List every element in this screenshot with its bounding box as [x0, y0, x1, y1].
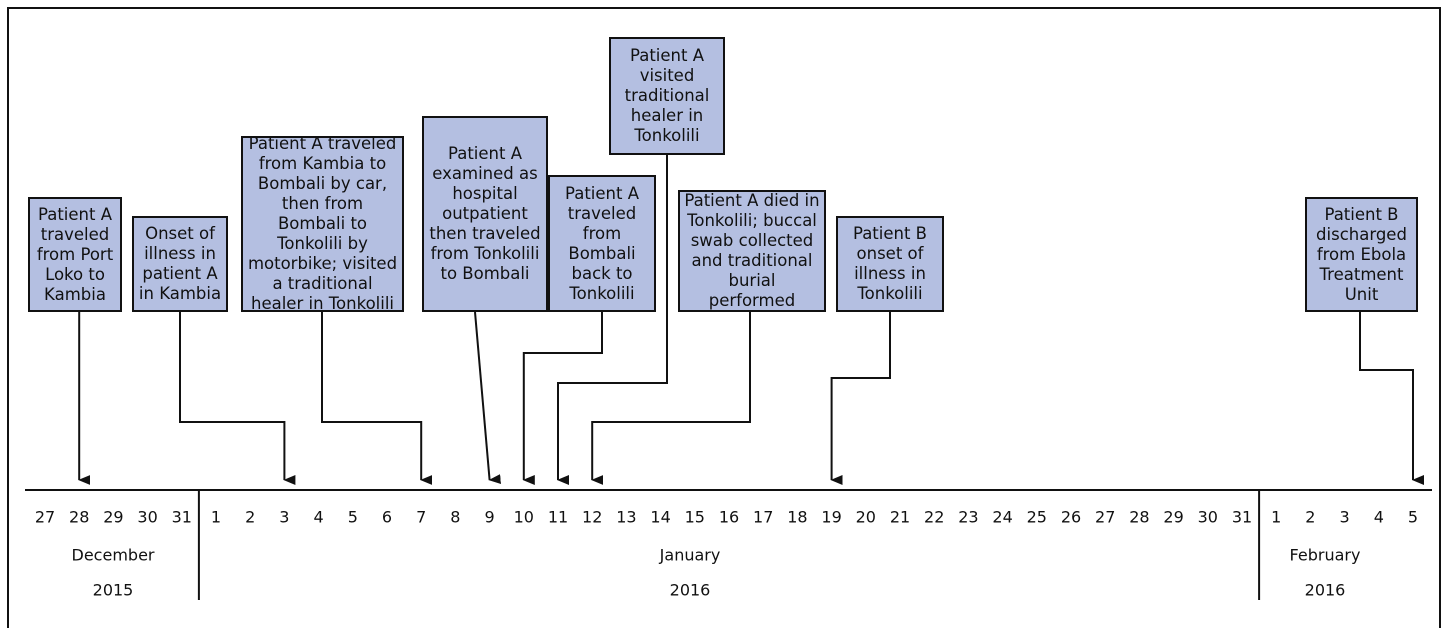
- year-label: 2016: [1305, 581, 1346, 600]
- day-label: 21: [890, 508, 910, 527]
- arrow: [522, 312, 603, 485]
- day-label: 11: [548, 508, 568, 527]
- arrow: [591, 312, 751, 485]
- day-label: 29: [1163, 508, 1183, 527]
- year-label: 2015: [93, 581, 134, 600]
- day-label: 17: [753, 508, 773, 527]
- day-label: 28: [69, 508, 89, 527]
- day-label: 19: [821, 508, 841, 527]
- day-label: 31: [172, 508, 192, 527]
- arrow: [321, 312, 433, 485]
- event-box: Patient A visited traditional healer in …: [609, 37, 725, 155]
- event-box: Patient A traveled from Kambia to Bombal…: [241, 134, 404, 313]
- day-label: 25: [1027, 508, 1047, 527]
- day-label: 18: [787, 508, 807, 527]
- day-label: 20: [856, 508, 876, 527]
- event-box: Patient B onset of illness in Tonkolili: [836, 216, 944, 312]
- day-label: 15: [685, 508, 705, 527]
- day-label: 13: [616, 508, 636, 527]
- day-label: 27: [35, 508, 55, 527]
- day-label: 4: [314, 508, 324, 527]
- event-box: Patient A died in Tonkolili; buccal swab…: [678, 190, 826, 312]
- day-label: 10: [514, 508, 534, 527]
- arrow: [557, 155, 668, 485]
- day-label: 8: [450, 508, 460, 527]
- day-label: 27: [1095, 508, 1115, 527]
- event-box: Patient A traveled from Bombali back to …: [548, 175, 656, 312]
- day-label: 3: [1340, 508, 1350, 527]
- day-label: 5: [1408, 508, 1418, 527]
- day-label: 1: [1271, 508, 1281, 527]
- day-label: 28: [1129, 508, 1149, 527]
- day-label: 2: [1305, 508, 1315, 527]
- arrow: [474, 311, 501, 485]
- arrow: [179, 312, 296, 485]
- day-label: 7: [416, 508, 426, 527]
- arrow: [830, 312, 891, 485]
- event-box: Patient A examined as hospital outpatien…: [422, 116, 548, 312]
- day-label: 14: [650, 508, 670, 527]
- month-label: January: [659, 546, 721, 565]
- year-label: 2016: [670, 581, 711, 600]
- month-label: December: [72, 546, 155, 565]
- day-label: 30: [137, 508, 157, 527]
- event-box: Onset of illness in patient A in Kambia: [132, 216, 228, 312]
- day-label: 5: [348, 508, 358, 527]
- day-label: 30: [1198, 508, 1218, 527]
- frame: [7, 7, 1441, 628]
- month-label: February: [1290, 546, 1361, 565]
- day-label: 24: [992, 508, 1012, 527]
- day-label: 29: [103, 508, 123, 527]
- day-label: 31: [1232, 508, 1252, 527]
- day-label: 3: [279, 508, 289, 527]
- event-box: Patient B discharged from Ebola Treatmen…: [1305, 197, 1418, 312]
- day-label: 1: [211, 508, 221, 527]
- day-label: 2: [245, 508, 255, 527]
- event-box: Patient A traveled from Port Loko to Kam…: [28, 197, 122, 312]
- day-label: 23: [958, 508, 978, 527]
- day-label: 6: [382, 508, 392, 527]
- day-label: 9: [485, 508, 495, 527]
- day-label: 22: [924, 508, 944, 527]
- day-label: 4: [1374, 508, 1384, 527]
- arrow: [1359, 312, 1424, 485]
- day-label: 16: [719, 508, 739, 527]
- day-label: 26: [1061, 508, 1081, 527]
- day-label: 12: [582, 508, 602, 527]
